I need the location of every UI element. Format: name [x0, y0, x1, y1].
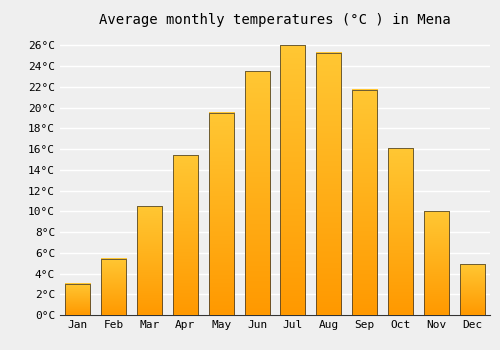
- Bar: [137, 206, 162, 315]
- Bar: [460, 264, 484, 315]
- Bar: [173, 155, 198, 315]
- Bar: [316, 52, 342, 315]
- Bar: [208, 113, 234, 315]
- Title: Average monthly temperatures (°C ) in Mena: Average monthly temperatures (°C ) in Me…: [99, 13, 451, 27]
- Bar: [352, 90, 377, 315]
- Bar: [280, 46, 305, 315]
- Bar: [388, 148, 413, 315]
- Bar: [424, 211, 449, 315]
- Bar: [101, 259, 126, 315]
- Bar: [244, 71, 270, 315]
- Bar: [66, 284, 90, 315]
